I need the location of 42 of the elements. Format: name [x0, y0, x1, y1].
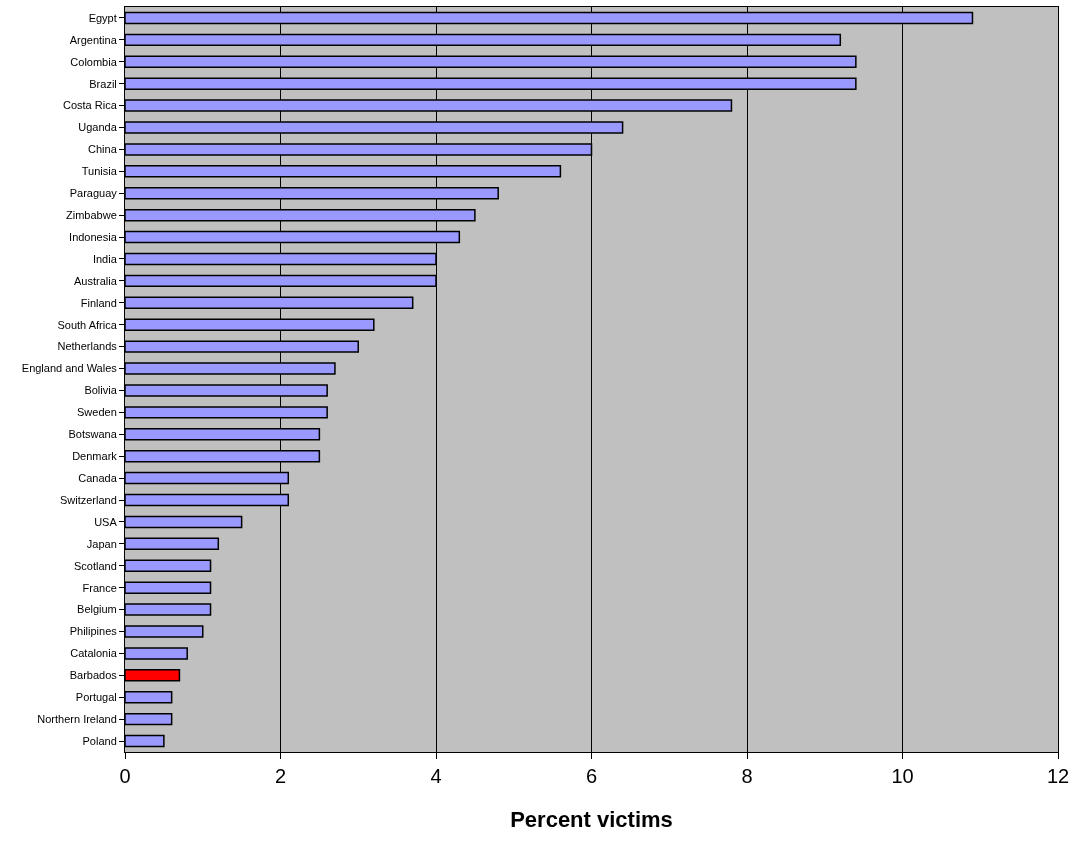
y-tick-label: Costa Rica: [63, 99, 118, 112]
y-tick-label: France: [82, 581, 117, 594]
y-tick-label: Finland: [80, 296, 117, 309]
y-tick-label: Egypt: [88, 11, 117, 24]
y-tick-label: Sweden: [77, 406, 117, 419]
y-tick-label: Tunisia: [81, 165, 118, 178]
y-tick-label: Japan: [86, 537, 117, 550]
y-tick-label: Australia: [74, 274, 118, 287]
x-tick-label: 0: [119, 765, 131, 787]
y-tick-label: Bolivia: [84, 384, 118, 397]
y-tick-label: Switzerland: [59, 493, 117, 506]
y-tick-label: Paraguay: [69, 187, 118, 200]
x-tick-label: 2: [274, 765, 287, 787]
y-tick-label: Scotland: [73, 559, 117, 572]
y-tick-label: Argentina: [69, 33, 118, 46]
y-tick-label: Indonesia: [69, 230, 118, 243]
y-tick-label: Zimbabwe: [66, 209, 117, 222]
y-tick-label: Colombia: [70, 55, 118, 68]
x-tick-label: 12: [1046, 765, 1070, 787]
y-tick-label: Philipines: [69, 625, 118, 638]
y-tick-label: Denmark: [72, 450, 118, 463]
x-axis-title: Percent victims: [510, 806, 673, 832]
y-tick-label: Canada: [78, 471, 118, 484]
x-tick-label: 10: [891, 765, 914, 787]
y-tick-label: Barbados: [69, 669, 118, 682]
y-tick-label: India: [92, 252, 118, 265]
y-tick-label: England and Wales: [21, 362, 118, 375]
y-tick-label: Portugal: [75, 691, 117, 704]
y-tick-label: Botswana: [68, 428, 118, 441]
y-tick-label: Brazil: [89, 77, 117, 90]
x-tick-label: 8: [741, 765, 753, 787]
x-tick-label: 4: [430, 765, 442, 787]
y-tick-label: China: [88, 143, 118, 156]
y-tick-label: Uganda: [78, 121, 118, 134]
y-tick-label: Catalonia: [70, 647, 118, 660]
y-tick-label: Poland: [82, 734, 117, 747]
y-tick-label: South Africa: [57, 318, 118, 331]
y-tick-label: Netherlands: [57, 340, 118, 353]
y-tick-label: Belgium: [77, 603, 117, 616]
y-tick-label: Northern Ireland: [37, 712, 117, 725]
y-tick-label: USA: [94, 515, 118, 528]
x-tick-label: 6: [585, 765, 598, 787]
